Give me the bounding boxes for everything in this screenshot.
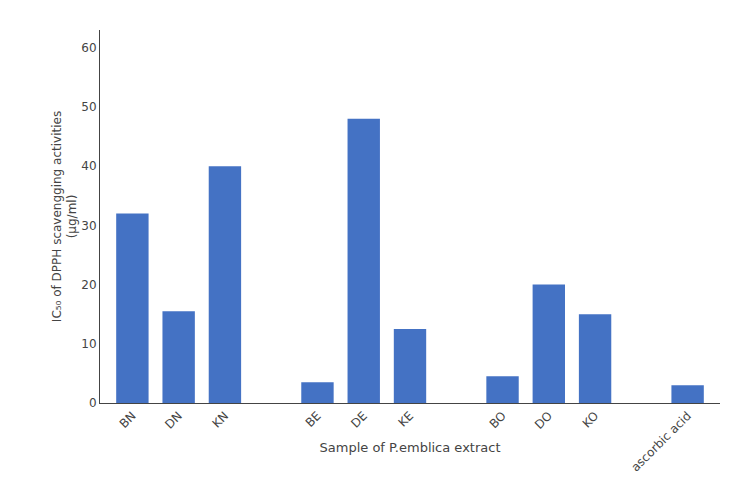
svg-text:30: 30: [81, 219, 96, 233]
svg-text:KO: KO: [580, 409, 602, 431]
svg-text:0: 0: [89, 396, 97, 410]
svg-text:10: 10: [81, 337, 96, 351]
svg-text:DE: DE: [348, 409, 370, 431]
svg-text:BO: BO: [487, 409, 509, 431]
svg-text:BE: BE: [303, 409, 324, 430]
svg-text:ascorbic acid: ascorbic acid: [628, 409, 694, 475]
svg-text:KE: KE: [396, 409, 417, 430]
svg-text:KN: KN: [209, 409, 231, 431]
svg-text:DN: DN: [162, 409, 185, 432]
svg-text:Sample of P.emblica extract: Sample of P.emblica extract: [320, 440, 501, 455]
svg-text:IC₅₀ of DPPH scavengging activ: IC₅₀ of DPPH scavengging activities(μg/m…: [50, 111, 80, 322]
svg-text:50: 50: [81, 100, 96, 114]
svg-text:40: 40: [81, 159, 96, 173]
svg-text:20: 20: [81, 278, 96, 292]
svg-text:BN: BN: [117, 409, 139, 431]
svg-text:60: 60: [81, 41, 96, 55]
svg-text:DO: DO: [532, 409, 555, 432]
